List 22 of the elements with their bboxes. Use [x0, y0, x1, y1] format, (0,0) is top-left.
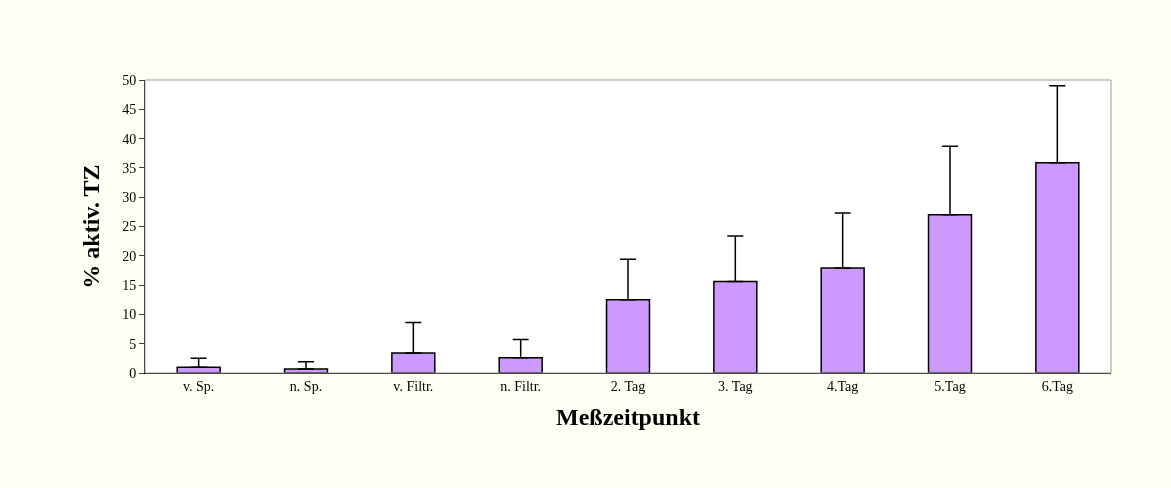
x-tick-label: 5.Tag — [934, 378, 966, 394]
x-tick-label: n. Sp. — [289, 378, 323, 394]
y-tick-label: 50 — [122, 72, 137, 88]
y-tick-label: 25 — [122, 219, 137, 235]
y-tick-label: 40 — [122, 131, 137, 147]
y-axis-title: % aktiv. TZ — [78, 164, 105, 289]
y-tick-label: 45 — [122, 102, 137, 118]
x-tick-label: v. Filtr. — [393, 378, 434, 394]
x-tick-label: 2. Tag — [610, 378, 646, 394]
y-tick-label: 10 — [122, 307, 137, 323]
x-tick-label: n. Filtr. — [500, 378, 542, 394]
x-tick-label: 3. Tag — [718, 378, 753, 394]
y-tick-label: 30 — [122, 190, 137, 206]
x-tick-label: 6.Tag — [1041, 378, 1073, 394]
x-axis-title: Meßzeitpunkt — [556, 404, 701, 431]
y-tick-label: 15 — [122, 278, 137, 293]
y-tick-label: 35 — [122, 160, 137, 176]
y-tick-label: 5 — [129, 336, 137, 352]
y-tick-label: 0 — [129, 365, 137, 381]
x-tick-label: 4.Tag — [827, 378, 859, 394]
x-tick-label: v. Sp. — [182, 378, 215, 394]
y-tick-label: 20 — [122, 248, 137, 264]
